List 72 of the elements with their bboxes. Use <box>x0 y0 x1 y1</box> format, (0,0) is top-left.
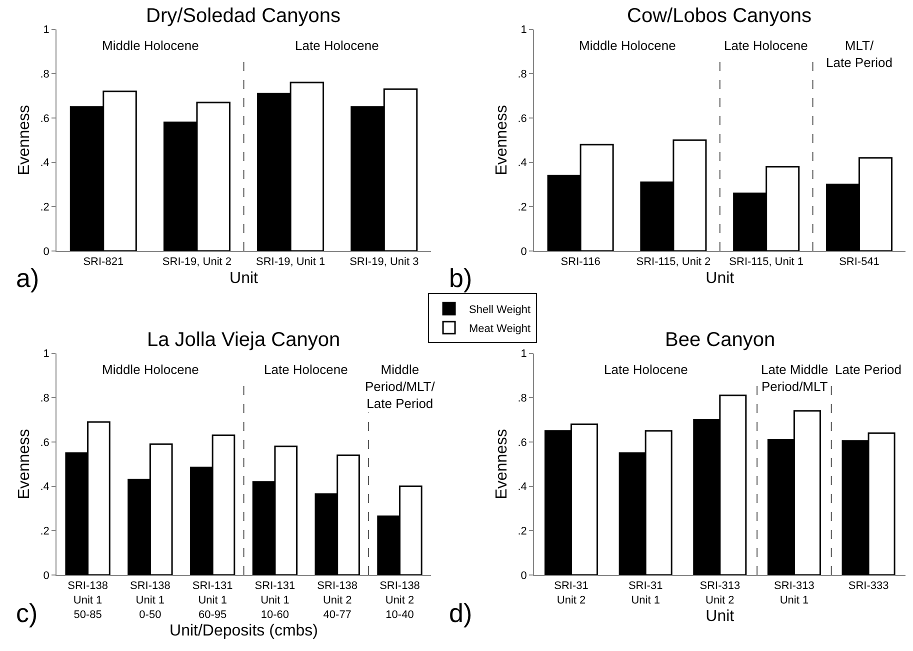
y-tick-label: .6 <box>518 436 527 449</box>
chart-title: Cow/Lobos Canyons <box>627 5 812 27</box>
annotation: Late Holocene <box>724 38 808 53</box>
x-tick-label: SRI-31 Unit 1 <box>628 580 663 606</box>
annotation: Middle Holocene <box>579 38 676 53</box>
x-tick-label: SRI-821 <box>83 256 124 268</box>
y-tick-label: 1 <box>520 24 527 36</box>
x-axis-title: Unit <box>706 608 735 626</box>
y-tick-label: 1 <box>43 348 50 360</box>
y-axis-title: Evenness <box>16 428 34 500</box>
x-tick-label: SRI-541 <box>839 256 880 268</box>
x-tick-label: SRI-115, Unit 1 <box>729 256 804 268</box>
annotation: Middle Holocene <box>102 362 199 377</box>
annotation: MLT/ Late Period <box>826 38 892 70</box>
legend-label: Meat Weight <box>469 322 531 335</box>
y-tick-label: .2 <box>40 202 50 214</box>
y-axis-title: Evenness <box>494 105 511 176</box>
x-tick-label: SRI-313 Unit 2 <box>700 580 740 606</box>
x-tick-label: SRI-31 Unit 2 <box>554 580 588 606</box>
y-tick-label: .4 <box>40 481 50 494</box>
y-tick-label: .4 <box>518 481 527 494</box>
x-tick-label: SRI-116 <box>560 256 600 268</box>
annotation: Late Holocene <box>295 38 379 53</box>
chart-title: Bee Canyon <box>665 329 776 351</box>
x-tick-label: SRI-131 Unit 1 10-60 <box>254 580 296 621</box>
y-tick-label: .8 <box>40 392 50 404</box>
y-tick-label: .4 <box>40 157 50 170</box>
x-tick-label: SRI-333 <box>848 580 889 592</box>
y-tick-label: .8 <box>518 68 527 80</box>
text: a) <box>16 263 40 293</box>
x-tick-label: SRI-115, Unit 2 <box>636 256 711 268</box>
annotation: Middle Holocene <box>102 38 199 53</box>
x-axis-title: Unit <box>230 270 259 287</box>
text: b) <box>449 263 472 293</box>
y-tick-label: 0 <box>43 246 50 258</box>
y-tick-label: .8 <box>40 68 50 80</box>
y-tick-label: 0 <box>520 570 527 582</box>
y-tick-label: .2 <box>40 525 50 538</box>
annotation: Late Period <box>835 362 902 377</box>
annotation: Middle Period/MLT/ Late Period <box>365 362 436 411</box>
x-axis-title: Unit <box>706 270 735 287</box>
y-tick-label: 0 <box>43 570 50 582</box>
x-tick-label: SRI-313 Unit 1 <box>774 580 814 606</box>
annotation: Late Middle Period/MLT <box>761 362 828 394</box>
text: c) <box>16 598 38 628</box>
y-tick-label: .2 <box>518 202 527 214</box>
text: d) <box>449 598 472 628</box>
legend-label: Shell Weight <box>469 304 531 316</box>
x-tick-label: SRI-19, Unit 3 <box>350 256 419 268</box>
y-tick-label: .8 <box>518 392 527 404</box>
x-tick-label: SRI-131 Unit 1 60-95 <box>192 580 233 621</box>
x-tick-label: SRI-19, Unit 1 <box>256 256 326 268</box>
x-tick-label: SRI-138 Unit 1 50-85 <box>68 580 108 621</box>
y-tick-label: .4 <box>518 157 527 170</box>
y-axis-title: Evenness <box>16 105 34 176</box>
chart-title: La Jolla Vieja Canyon <box>147 329 340 351</box>
chart-title: Dry/Soledad Canyons <box>146 5 341 27</box>
x-tick-label: SRI-19, Unit 2 <box>162 256 232 268</box>
x-tick-label: SRI-138 Unit 2 40-77 <box>317 580 358 621</box>
annotation: Late Holocene <box>264 362 348 377</box>
y-tick-label: .6 <box>40 436 50 449</box>
y-tick-label: 0 <box>520 246 527 258</box>
x-tick-label: SRI-138 Unit 2 10-40 <box>380 580 420 621</box>
y-axis-title: Evenness <box>494 428 511 500</box>
y-tick-label: .6 <box>518 112 527 125</box>
annotation: Late Holocene <box>604 362 688 377</box>
y-tick-label: .2 <box>518 525 527 538</box>
x-axis-title: Unit/Deposits (cmbs) <box>170 622 318 640</box>
x-tick-label: SRI-138 Unit 1 0-50 <box>130 580 170 621</box>
y-tick-label: 1 <box>43 24 50 36</box>
y-tick-label: 1 <box>520 348 527 360</box>
y-tick-label: .6 <box>40 112 50 125</box>
